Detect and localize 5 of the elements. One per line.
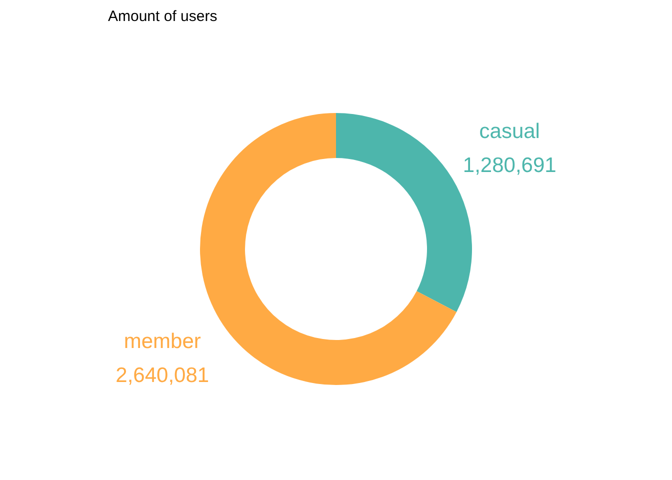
data-label: 2,640,081 [116, 364, 210, 388]
chart-title: Amount of users [108, 8, 218, 25]
data-label: 1,280,691 [462, 154, 556, 177]
slice-label: member [124, 330, 201, 354]
slice-label: casual [479, 120, 540, 143]
